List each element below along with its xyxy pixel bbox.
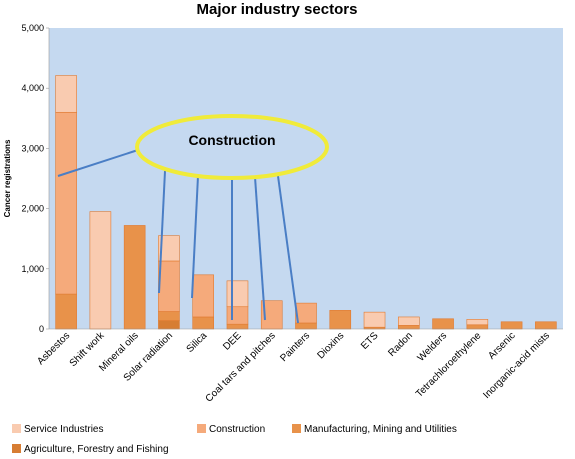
bar-ets-service-industries bbox=[363, 311, 386, 328]
legend-label-service-industries: Service Industries bbox=[24, 424, 103, 435]
y-tick-label: 4,000 bbox=[21, 83, 44, 93]
construction-callout: Construction bbox=[57, 114, 329, 324]
callout-leader-asbestos bbox=[57, 149, 139, 177]
x-tick-label-dioxins: Dioxins bbox=[315, 330, 346, 361]
callout-leader-solar-radiation bbox=[158, 170, 166, 294]
y-tick-label: 2,000 bbox=[21, 204, 44, 214]
bar-dee-manufacturing-mining-and-utilities bbox=[226, 323, 249, 330]
legend-swatch-service-industries bbox=[12, 424, 21, 433]
legend-label-construction: Construction bbox=[209, 424, 265, 435]
legend-swatch-agriculture-forestry-and-fishing bbox=[12, 444, 21, 453]
bar-series-group bbox=[55, 75, 557, 330]
bar-tetrachloroethylene-service-industries bbox=[466, 319, 489, 326]
bar-silica-manufacturing-mining-and-utilities bbox=[192, 316, 214, 330]
y-axis: 0 1,000 2,000 3,000 4,000 5,000 bbox=[21, 23, 50, 334]
bar-silica-construction bbox=[192, 274, 214, 318]
x-tick-label-painters: Painters bbox=[278, 330, 312, 364]
x-tick-label-inorganic-acid-mists: Inorganic-acid mists bbox=[481, 330, 552, 401]
legend-swatch-construction bbox=[197, 424, 206, 433]
bar-shift-work-service-industries bbox=[89, 211, 112, 330]
bar-painters-construction bbox=[295, 302, 317, 324]
bar-solar-radiation-agriculture-forestry-and-fishing bbox=[158, 320, 180, 330]
bar-painters-manufacturing-mining-and-utilities bbox=[295, 322, 317, 330]
bar-solar-radiation-manufacturing-mining-and-utilities bbox=[158, 311, 180, 321]
bar-arsenic-manufacturing-mining-and-utilities bbox=[500, 321, 523, 330]
bar-solar-radiation-service-industries bbox=[158, 235, 180, 262]
y-axis-label: Cancer registrations bbox=[3, 139, 12, 217]
callout-leader-silica bbox=[191, 175, 199, 299]
x-tick-label-coal-tars-and-pitches: Coal tars and pitches bbox=[204, 330, 278, 404]
x-tick-label-silica: Silica bbox=[185, 330, 210, 355]
x-tick-label-tetrachloroethylene: Tetrachloroethylene bbox=[414, 330, 484, 400]
bar-welders-manufacturing-mining-and-utilities bbox=[432, 318, 454, 330]
y-tick-label: 0 bbox=[39, 324, 44, 334]
legend-label-agriculture-forestry-and-fishing: Agriculture, Forestry and Fishing bbox=[24, 444, 169, 455]
x-tick-label-radon: Radon bbox=[386, 330, 415, 359]
legend-label-manufacturing-mining-and-utilities: Manufacturing, Mining and Utilities bbox=[304, 424, 457, 435]
y-tick-label: 1,000 bbox=[21, 264, 44, 274]
callout-ellipse bbox=[135, 114, 329, 180]
x-tick-label-ets: ETS bbox=[359, 330, 381, 352]
bar-tetrachloroethylene-manufacturing-mining-and-utilities bbox=[466, 324, 489, 330]
callout-leader-coal-tars-and-pitches bbox=[254, 176, 266, 321]
bar-asbestos-service-industries bbox=[55, 75, 77, 113]
y-tick-label: 3,000 bbox=[21, 143, 44, 153]
x-tick-label-welders: Welders bbox=[416, 330, 450, 364]
bar-dee-construction bbox=[226, 306, 249, 325]
x-tick-label-arsenic: Arsenic bbox=[486, 330, 517, 361]
bar-asbestos-construction bbox=[55, 111, 77, 295]
callout-leader-painters bbox=[277, 175, 299, 324]
legend-swatch-manufacturing-mining-and-utilities bbox=[292, 424, 301, 433]
bar-radon-service-industries bbox=[397, 316, 420, 326]
callout-label: Construction bbox=[188, 132, 275, 148]
bar-inorganic-acid-mists-manufacturing-mining-and-utilities bbox=[535, 321, 557, 330]
bar-solar-radiation-construction bbox=[158, 260, 180, 312]
legend: Service Industries Construction Manufactur… bbox=[12, 424, 457, 455]
bar-asbestos-manufacturing-mining-and-utilities bbox=[55, 293, 77, 330]
chart-title: Major industry sectors bbox=[197, 1, 358, 18]
y-tick-label: 5,000 bbox=[21, 23, 44, 33]
bar-radon-manufacturing-mining-and-utilities bbox=[397, 325, 420, 330]
x-tick-label-dee: DEE bbox=[221, 330, 244, 353]
bar-dee-service-industries bbox=[226, 280, 249, 308]
bar-mineral-oils-manufacturing-mining-and-utilities bbox=[123, 225, 146, 330]
bar-dioxins-manufacturing-mining-and-utilities bbox=[329, 310, 352, 330]
